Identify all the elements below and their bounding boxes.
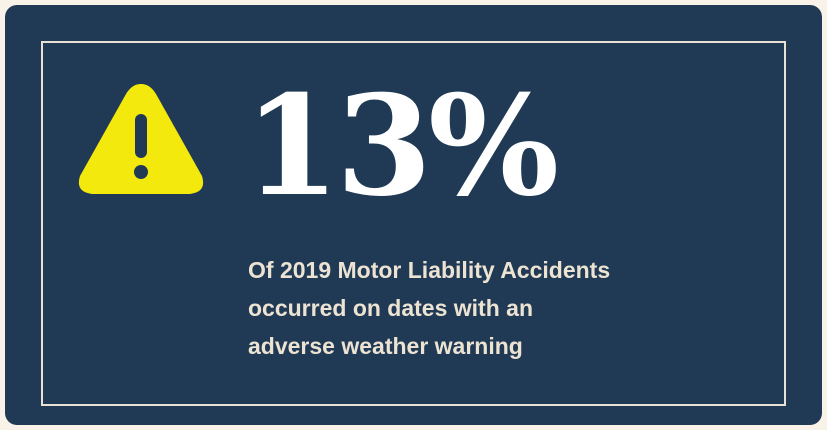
warning-icon — [78, 84, 204, 194]
description-line: adverse weather warning — [248, 333, 523, 359]
inner-border — [41, 41, 786, 406]
description-line: occurred on dates with an — [248, 295, 533, 321]
card — [5, 5, 822, 425]
stat-value: 13% — [244, 64, 556, 227]
description-line: Of 2019 Motor Liability Accidents — [248, 257, 610, 283]
